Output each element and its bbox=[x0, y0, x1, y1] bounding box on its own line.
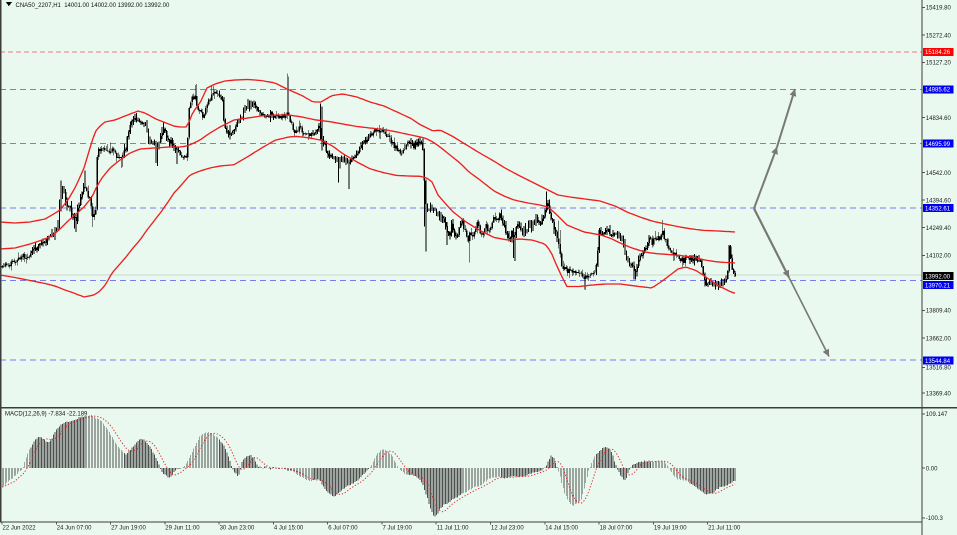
svg-text:30 Jun 23:00: 30 Jun 23:00 bbox=[220, 526, 255, 532]
svg-text:-100.3: -100.3 bbox=[926, 516, 944, 522]
svg-text:13544.84: 13544.84 bbox=[925, 359, 951, 365]
svg-text:13662.00: 13662.00 bbox=[926, 336, 952, 342]
svg-text:MACD(12,26,9) -7.834 -22.189: MACD(12,26,9) -7.834 -22.189 bbox=[5, 412, 88, 418]
svg-text:6 Jul 07:00: 6 Jul 07:00 bbox=[328, 526, 358, 532]
svg-text:27 Jun 19:00: 27 Jun 19:00 bbox=[111, 526, 146, 532]
svg-text:4 Jul 15:00: 4 Jul 15:00 bbox=[274, 526, 304, 532]
svg-text:15272.40: 15272.40 bbox=[926, 33, 952, 39]
svg-text:0.00: 0.00 bbox=[926, 466, 938, 472]
svg-text:14 Jul 15:00: 14 Jul 15:00 bbox=[545, 526, 578, 532]
svg-text:7 Jul 19:00: 7 Jul 19:00 bbox=[383, 526, 413, 532]
svg-text:CNA50_2207,H1 14001.00 14002.: CNA50_2207,H1 14001.00 14002.00 13992.00… bbox=[16, 3, 170, 9]
svg-text:14542.00: 14542.00 bbox=[926, 171, 952, 177]
svg-text:15419.80: 15419.80 bbox=[926, 6, 952, 12]
svg-text:13992.00: 13992.00 bbox=[925, 275, 951, 281]
svg-text:13516.80: 13516.80 bbox=[926, 366, 952, 372]
svg-text:13809.40: 13809.40 bbox=[926, 309, 952, 315]
svg-text:12 Jul 23:00: 12 Jul 23:00 bbox=[491, 526, 524, 532]
svg-text:14249.40: 14249.40 bbox=[926, 226, 952, 232]
svg-text:15184.26: 15184.26 bbox=[925, 50, 951, 56]
svg-text:24 Jun 07:00: 24 Jun 07:00 bbox=[57, 526, 92, 532]
svg-text:22 Jun 2022: 22 Jun 2022 bbox=[3, 526, 37, 532]
svg-text:109.147: 109.147 bbox=[926, 412, 948, 418]
svg-text:19 Jul 19:00: 19 Jul 19:00 bbox=[654, 526, 687, 532]
svg-text:11 Jul 11:00: 11 Jul 11:00 bbox=[437, 526, 469, 532]
svg-text:14394.60: 14394.60 bbox=[926, 199, 952, 205]
svg-text:14985.62: 14985.62 bbox=[925, 88, 951, 94]
svg-text:14834.60: 14834.60 bbox=[926, 116, 952, 122]
svg-text:13369.40: 13369.40 bbox=[926, 391, 952, 397]
svg-text:13970.21: 13970.21 bbox=[925, 284, 951, 290]
svg-text:14352.61: 14352.61 bbox=[925, 206, 951, 212]
svg-text:21 Jul 11:00: 21 Jul 11:00 bbox=[708, 526, 741, 532]
svg-text:14102.00: 14102.00 bbox=[926, 254, 952, 260]
svg-text:29 Jun 11:00: 29 Jun 11:00 bbox=[165, 526, 200, 532]
svg-text:18 Jul 07:00: 18 Jul 07:00 bbox=[600, 526, 633, 532]
svg-text:15127.20: 15127.20 bbox=[926, 61, 952, 67]
svg-text:14695.99: 14695.99 bbox=[925, 142, 951, 148]
